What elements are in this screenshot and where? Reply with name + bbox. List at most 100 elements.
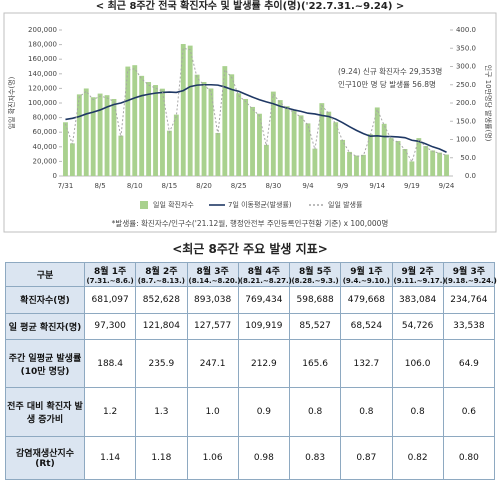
legend-label: 일일 확진자수 bbox=[153, 200, 194, 209]
x-tick-label: 7/31 bbox=[58, 182, 74, 190]
x-tick-label: 8/10 bbox=[127, 182, 143, 190]
header-cell: 9월 1주 (9.4.~9.10.) bbox=[340, 262, 393, 287]
header-week: 9월 2주 bbox=[401, 267, 434, 277]
header-cell: 8월 1주 (7.31.~8.6.) bbox=[83, 262, 137, 287]
table-cell: 106.0 bbox=[391, 339, 444, 389]
table-cell: 0.83 bbox=[288, 435, 342, 481]
x-tick-label: 8/20 bbox=[196, 182, 212, 190]
table-cell: 85,527 bbox=[288, 312, 342, 341]
header-cell: 8월 3주 (8.14.~8.20.) bbox=[186, 262, 241, 287]
bar bbox=[416, 138, 422, 176]
bar bbox=[298, 115, 304, 176]
footnote: *발생률: 확진자수/인구수('21.12월, 행정안전부 주민등록인구현황 기… bbox=[112, 218, 389, 228]
bar bbox=[340, 139, 346, 176]
row-label: 확진자수(명) bbox=[5, 286, 85, 314]
bar bbox=[409, 161, 415, 176]
table-cell: 479,668 bbox=[340, 286, 393, 314]
bar bbox=[243, 98, 249, 176]
bar bbox=[291, 110, 297, 176]
table-title: <최근 8주간 주요 발생 지표> bbox=[172, 242, 328, 256]
header-week: 8월 5주 bbox=[299, 267, 332, 277]
header-range: (8.7.~8.13.) bbox=[137, 277, 185, 285]
table-cell: 234,764 bbox=[442, 286, 496, 314]
bar bbox=[388, 138, 394, 176]
table-cell: 68,524 bbox=[340, 312, 393, 341]
header-range: (9.4.~9.10.) bbox=[342, 277, 390, 285]
x-tick-label: 9/19 bbox=[404, 182, 420, 190]
table-cell: 109,919 bbox=[237, 312, 291, 341]
table-cell: 0.6 bbox=[442, 387, 496, 437]
table-row: 확진자수(명) 681,097 852,628 893,038 769,434 598,6… bbox=[5, 286, 496, 314]
header-range: (9.18.~9.24.) bbox=[444, 277, 497, 285]
x-tick-label: 9/24 bbox=[439, 182, 455, 190]
table-cell: 0.9 bbox=[237, 387, 291, 437]
annotation: 인구10만 명 당 발생률 56.8명 bbox=[338, 79, 436, 89]
bar bbox=[118, 135, 124, 176]
y-tick-label: 80,000 bbox=[33, 114, 58, 122]
table-cell: 54,726 bbox=[391, 312, 444, 341]
table-cell: 188.4 bbox=[83, 339, 137, 389]
table-cell: 33,538 bbox=[442, 312, 496, 341]
bar bbox=[76, 94, 82, 176]
bar bbox=[229, 74, 235, 176]
row-label: 일 평균 확진자(명) bbox=[5, 312, 85, 341]
bar bbox=[430, 150, 436, 176]
table-cell: 165.6 bbox=[288, 339, 342, 389]
bar bbox=[173, 114, 179, 176]
y-tick-label: 0 bbox=[53, 172, 57, 180]
table-cell: 0.8 bbox=[288, 387, 342, 437]
y2-tick-label: 200.0 bbox=[456, 99, 476, 107]
bar bbox=[83, 88, 89, 176]
table-cell: 97,300 bbox=[83, 312, 137, 341]
table-cell: 893,038 bbox=[186, 286, 239, 314]
bar bbox=[208, 88, 214, 176]
bar bbox=[360, 154, 366, 176]
bar bbox=[270, 91, 276, 176]
y-axis-title: 일일 확진자수(명) bbox=[7, 76, 16, 129]
bar bbox=[374, 107, 380, 176]
y-tick-label: 160,000 bbox=[28, 55, 57, 63]
table-cell: 383,084 bbox=[391, 286, 444, 314]
table-cell: 132.7 bbox=[340, 339, 393, 389]
header-range: (9.11.~9.17.) bbox=[393, 277, 446, 285]
bar bbox=[111, 98, 117, 176]
header-range: (7.31.~8.6.) bbox=[86, 277, 134, 285]
bar bbox=[139, 75, 145, 176]
table-cell: 64.9 bbox=[442, 339, 496, 389]
table-cell: 0.8 bbox=[391, 387, 444, 437]
bar bbox=[284, 106, 290, 176]
bar bbox=[277, 100, 283, 176]
line bbox=[65, 83, 447, 154]
header-cell: 8월 5주 (8.28.~9.3.) bbox=[288, 262, 342, 287]
bar bbox=[257, 113, 262, 176]
chart-title: < 최근 8주간 전국 확진자수 및 발생률 추이(명)('22.7.31.~9… bbox=[96, 0, 405, 12]
x-tick-label: 8/15 bbox=[162, 182, 178, 190]
bar bbox=[97, 93, 103, 176]
header-week: 8월 3주 bbox=[196, 267, 229, 277]
table-cell: 0.8 bbox=[340, 387, 393, 437]
bar bbox=[402, 148, 408, 176]
bar bbox=[160, 88, 165, 176]
bar bbox=[104, 95, 110, 176]
y-tick-label: 40,000 bbox=[33, 143, 58, 151]
bar bbox=[347, 151, 352, 176]
bar bbox=[395, 141, 401, 176]
header-cell: 8월 4주 (8.21.~8.27.) bbox=[237, 262, 292, 287]
bar bbox=[423, 146, 429, 176]
table-cell: 0.82 bbox=[391, 435, 444, 481]
table-cell: 598,688 bbox=[288, 286, 342, 314]
bar bbox=[263, 144, 269, 176]
table-row: 감염재생산지수(Rt) 1.14 1.18 1.06 0.98 0.83 0.87 0.82 0… bbox=[5, 435, 496, 481]
bar bbox=[187, 45, 193, 176]
bar bbox=[236, 93, 242, 176]
table-cell: 0.87 bbox=[340, 435, 393, 481]
y-tick-label: 100,000 bbox=[28, 99, 57, 107]
header-week: 9월 1주 bbox=[350, 267, 383, 277]
bar bbox=[367, 134, 373, 176]
bar bbox=[180, 44, 186, 177]
bar bbox=[125, 66, 131, 176]
table-row: 전주 대비 확진자 발생 증가비 1.2 1.3 1.0 0.9 0.8 0.8 0.8 0.6 bbox=[5, 387, 496, 437]
y-tick-label: 200,000 bbox=[28, 26, 57, 34]
bar bbox=[146, 82, 152, 176]
bar bbox=[153, 85, 158, 176]
